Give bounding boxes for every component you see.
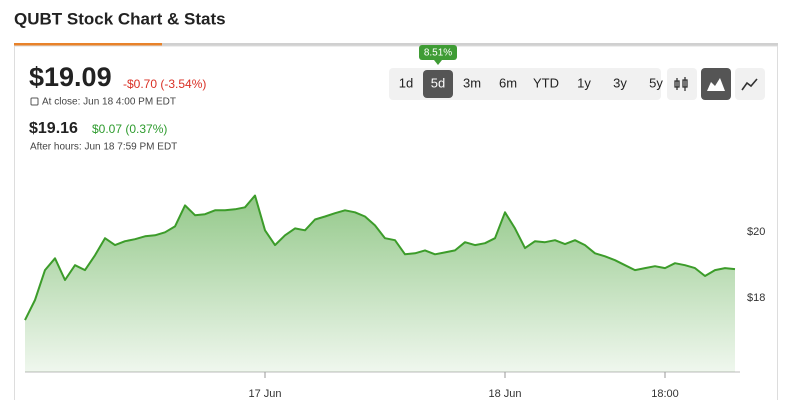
range-button-label: 1y bbox=[577, 75, 591, 90]
plot: $18 $20 17 Jun 18 Jun 18:00 bbox=[24, 194, 765, 400]
candle-button[interactable] bbox=[667, 68, 697, 100]
range-button-label: 6m bbox=[499, 75, 517, 90]
range-button[interactable] bbox=[423, 70, 453, 98]
range-button-label: 3m bbox=[463, 75, 481, 90]
area-icon bbox=[707, 78, 725, 91]
badge-bg bbox=[419, 45, 457, 60]
badge-text: 8.51% bbox=[424, 48, 452, 59]
y-tick-label: $20 bbox=[747, 226, 765, 238]
range-group bbox=[389, 68, 661, 100]
candle-icon bbox=[674, 77, 688, 91]
after-price: $19.16 bbox=[29, 120, 78, 137]
area-button[interactable] bbox=[701, 68, 731, 100]
range-button-label: YTD bbox=[533, 75, 559, 90]
change-badge: 8.51% bbox=[419, 45, 457, 65]
x-tick-label: 17 Jun bbox=[248, 388, 281, 400]
range-button-label: 1d bbox=[399, 75, 413, 90]
x-tick-label: 18:00 bbox=[651, 388, 679, 400]
price-change: -$0.70 (-3.54%) bbox=[123, 77, 206, 91]
range-button-label: 5y bbox=[649, 75, 663, 90]
after-change: $0.07 (0.37%) bbox=[92, 122, 167, 136]
price-area bbox=[25, 195, 735, 372]
x-tick-label: 18 Jun bbox=[488, 388, 521, 400]
close-note: At close: Jun 18 4:00 PM EDT bbox=[42, 97, 176, 108]
divider-accent bbox=[14, 43, 162, 46]
card bbox=[14, 45, 778, 400]
badge-pointer bbox=[434, 60, 442, 65]
calendar-icon bbox=[30, 97, 39, 106]
page-title: QUBT Stock Chart & Stats bbox=[14, 9, 226, 28]
line-button[interactable] bbox=[735, 68, 765, 100]
range-button-label: 5d bbox=[431, 75, 445, 90]
price-line bbox=[24, 194, 736, 321]
y-tick-label: $18 bbox=[747, 292, 765, 304]
after-note: After hours: Jun 18 7:59 PM EDT bbox=[30, 142, 177, 153]
price: $19.09 bbox=[29, 62, 112, 92]
divider bbox=[14, 43, 778, 46]
line-icon bbox=[741, 78, 758, 91]
range-button-label: 3y bbox=[613, 75, 627, 90]
